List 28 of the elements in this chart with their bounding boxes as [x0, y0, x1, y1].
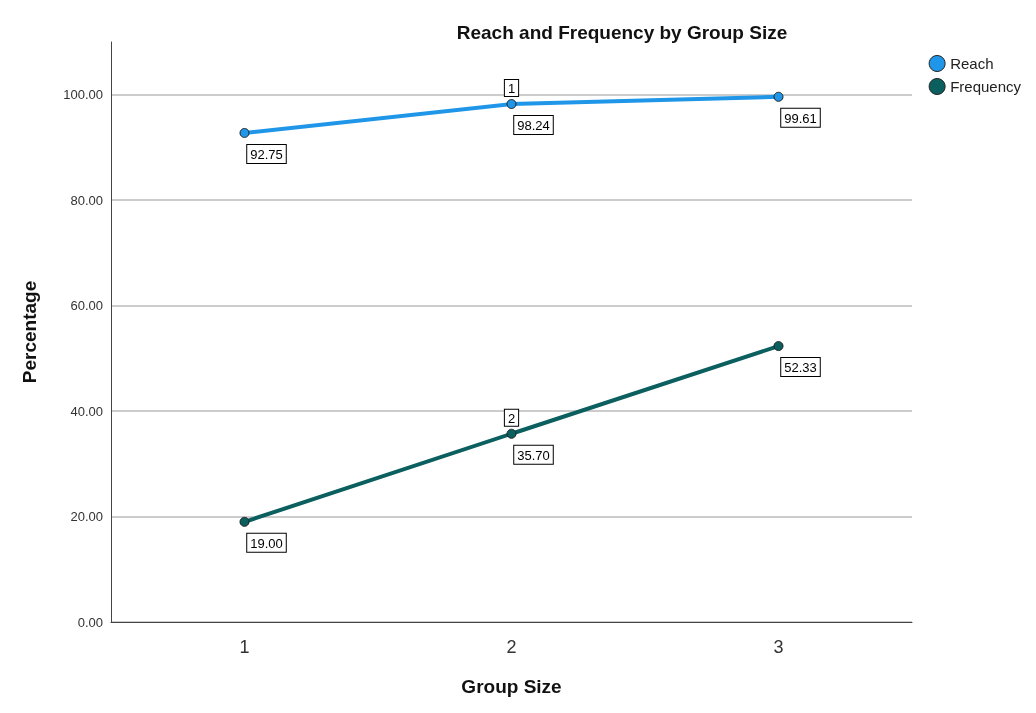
point [239, 516, 250, 527]
data-label: 99.61 [784, 110, 817, 126]
annotation: 1 [507, 81, 516, 97]
y-tick-label: 20.00 [70, 509, 103, 525]
x-tick-label: 2 [506, 637, 517, 657]
data-label: 98.24 [517, 118, 550, 134]
data-label: 35.70 [517, 447, 550, 463]
data-label: 92.75 [250, 146, 283, 162]
legend-label: Frequency [950, 78, 1022, 95]
x-tick-label: 1 [239, 637, 250, 657]
y-tick-label: 80.00 [70, 192, 103, 208]
x-axis-title: Group Size [461, 676, 562, 697]
point [506, 99, 517, 109]
y-axis-title: Percentage [19, 280, 40, 384]
y-tick-label: 60.00 [70, 298, 103, 314]
point [773, 341, 784, 352]
point [506, 428, 517, 439]
y-tick-label: 40.00 [70, 403, 103, 419]
point [773, 91, 784, 102]
x-tick-label: 3 [773, 637, 784, 657]
data-label: 52.33 [784, 360, 817, 376]
point [239, 127, 250, 138]
y-tick-label: 0.00 [77, 614, 103, 630]
chart-title: Reach and Frequency by Group Size [456, 22, 788, 43]
legend-label: Reach [950, 55, 994, 72]
annotation: 2 [507, 410, 516, 426]
y-tick-label: 100.00 [63, 87, 103, 103]
data-label: 19.00 [250, 535, 283, 551]
